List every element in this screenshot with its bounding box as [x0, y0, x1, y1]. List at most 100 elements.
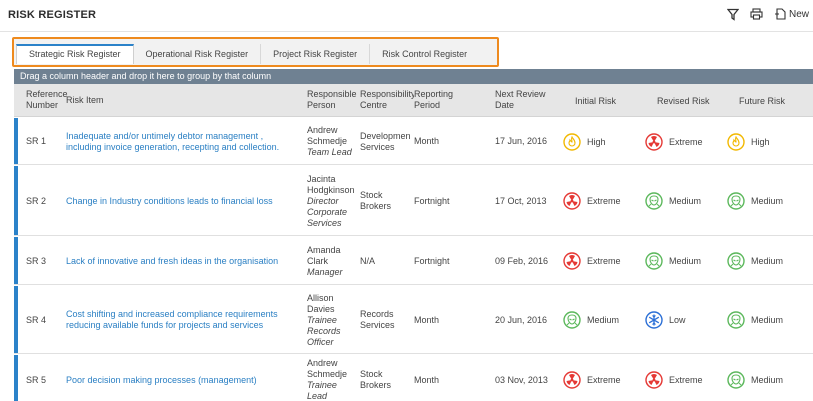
responsibility-centre: N/A: [360, 256, 412, 267]
alien-icon: [727, 371, 745, 389]
reporting-period: Month: [414, 375, 440, 385]
revised-risk-rating: Medium: [645, 252, 701, 270]
next-review-date: 20 Jun, 2016: [495, 315, 548, 325]
table-row[interactable]: SR 2 Change in Industry conditions leads …: [14, 166, 813, 236]
person-role-line: Trainee: [307, 315, 337, 325]
revised-risk-rating: Extreme: [645, 371, 703, 389]
top-bar: RISK REGISTER New: [0, 0, 813, 32]
fire-icon: [727, 133, 745, 151]
initial-risk-rating: Extreme: [563, 252, 621, 270]
person-role-line: Trainee: [307, 380, 337, 390]
tab-operational-risk-register[interactable]: Operational Risk Register: [134, 44, 262, 64]
column-header-future-risk[interactable]: Future Risk: [739, 96, 786, 106]
risk-item-link-line: including invoice generation, recepting …: [66, 142, 280, 152]
table-row[interactable]: SR 1 Inadequate and/or untimely debtor ma…: [14, 118, 813, 165]
risk-item-link-line: Change in Industry conditions leads to f…: [66, 196, 273, 206]
responsibility-centre-line: Services: [360, 320, 395, 330]
register-tabs: Strategic Risk Register Operational Risk…: [12, 37, 499, 67]
risk-level-label: Extreme: [587, 256, 621, 266]
responsible-person-line: Schmedje: [307, 136, 348, 146]
responsible-person: Amanda Clark Manager: [307, 245, 359, 278]
alien-icon: [645, 252, 663, 270]
column-header-text: Reference: [26, 89, 68, 99]
column-header-revised-risk[interactable]: Revised Risk: [657, 96, 710, 106]
table-row[interactable]: SR 5 Poor decision making processes (mana…: [14, 355, 813, 401]
reporting-period: Month: [414, 315, 440, 325]
row-indicator: [14, 237, 18, 284]
fire-icon: [563, 133, 581, 151]
risk-item-link[interactable]: Cost shifting and increased compliance r…: [66, 309, 306, 331]
risk-level-label: Medium: [669, 196, 702, 206]
reporting-period: Fortnight: [414, 196, 450, 206]
column-header-risk-item[interactable]: Risk Item: [66, 95, 104, 105]
column-header-text: Date: [495, 100, 515, 110]
reference-number: SR 1: [26, 136, 47, 146]
group-by-drop-zone[interactable]: Drag a column header and drop it here to…: [14, 69, 813, 84]
snowflake-icon: [645, 311, 663, 329]
column-header-text: Responsible: [307, 89, 357, 99]
column-header-reporting-period[interactable]: Reporting Period: [414, 89, 453, 111]
responsible-person: Andrew Schmedje Team Lead: [307, 125, 359, 158]
next-review-date: 03 Nov, 2013: [495, 375, 548, 385]
responsible-person-line: Hodgkinson: [307, 185, 355, 195]
new-button-label: New: [788, 8, 809, 20]
responsible-person-line: Clark: [307, 256, 329, 266]
person-role-line: Manager: [307, 267, 343, 277]
tab-strategic-risk-register[interactable]: Strategic Risk Register: [16, 44, 134, 64]
risk-level-label: Medium: [751, 196, 784, 206]
tab-project-risk-register[interactable]: Project Risk Register: [261, 44, 371, 64]
person-role-line: Records: [307, 326, 341, 336]
reference-number: SR 4: [26, 315, 47, 325]
responsibility-centre-line: Stock: [360, 369, 383, 379]
column-header-reference-number[interactable]: Reference Number: [26, 89, 68, 111]
grid-header: Reference Number Risk Item Responsible P…: [14, 84, 813, 117]
responsible-person-line: Andrew: [307, 125, 338, 135]
column-header-text: Responsibility: [360, 89, 414, 99]
risk-item-link[interactable]: Lack of innovative and fresh ideas in th…: [66, 256, 306, 267]
table-row[interactable]: SR 3 Lack of innovative and fresh ideas i…: [14, 237, 813, 285]
print-icon[interactable]: [750, 7, 764, 21]
initial-risk-rating: Medium: [563, 311, 619, 329]
risk-level-label: Medium: [587, 315, 620, 325]
responsible-person-line: Jacinta: [307, 174, 336, 184]
responsibility-centre: Stock Brokers: [360, 369, 412, 391]
tab-risk-control-register[interactable]: Risk Control Register: [382, 49, 468, 59]
alien-icon: [645, 192, 663, 210]
risk-level-label: High: [587, 137, 606, 147]
column-header-text: Person: [307, 100, 336, 110]
responsible-person: Jacinta Hodgkinson Director Corporate Servic…: [307, 174, 359, 229]
reference-number: SR 2: [26, 196, 47, 206]
responsibility-centre: Stock Brokers: [360, 190, 412, 212]
reference-number: SR 5: [26, 375, 47, 385]
column-header-initial-risk[interactable]: Initial Risk: [575, 96, 617, 106]
risk-item-link[interactable]: Poor decision making processes (manageme…: [66, 375, 306, 386]
radiation-icon: [645, 133, 663, 151]
responsible-person-line: Schmedje: [307, 369, 348, 379]
responsible-person-line: Allison: [307, 293, 334, 303]
filter-icon[interactable]: [726, 7, 740, 21]
radiation-icon: [645, 371, 663, 389]
new-button[interactable]: New: [774, 8, 809, 20]
row-indicator: [14, 118, 18, 164]
risk-item-link[interactable]: Inadequate and/or untimely debtor manage…: [66, 131, 306, 153]
column-header-next-review-date[interactable]: Next Review Date: [495, 89, 546, 111]
risk-item-link[interactable]: Change in Industry conditions leads to f…: [66, 196, 306, 207]
column-header-responsible-person[interactable]: Responsible Person: [307, 89, 357, 111]
alien-icon: [563, 311, 581, 329]
person-role-line: Services: [307, 218, 342, 228]
next-review-date: 17 Jun, 2016: [495, 136, 548, 146]
risk-item-link-line: Poor decision making processes (manageme…: [66, 375, 257, 385]
risk-item-link-line: reducing available funds for projects an…: [66, 320, 264, 330]
future-risk-rating: Medium: [727, 192, 783, 210]
future-risk-rating: High: [727, 133, 770, 151]
responsible-person: Allison Davies Trainee Records Officer: [307, 293, 359, 348]
risk-level-label: Extreme: [669, 137, 703, 147]
table-row[interactable]: SR 4 Cost shifting and increased complian…: [14, 286, 813, 354]
page-title: RISK REGISTER: [8, 9, 97, 21]
responsibility-centre-line: Stock: [360, 190, 383, 200]
column-header-text: Reporting: [414, 89, 454, 99]
risk-level-label: Medium: [751, 375, 784, 385]
column-header-text: Next Review: [495, 89, 546, 99]
responsible-person-line: Davies: [307, 304, 335, 314]
column-header-responsibility-centre[interactable]: Responsibility Centre: [360, 89, 414, 111]
